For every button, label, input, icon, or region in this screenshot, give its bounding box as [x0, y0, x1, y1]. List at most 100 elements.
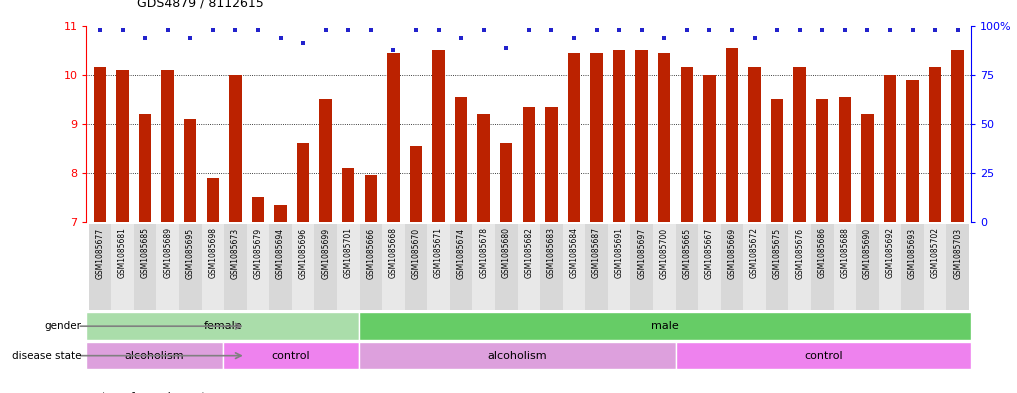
Bar [608, 224, 631, 310]
Point [724, 27, 740, 33]
Bar [788, 224, 811, 310]
Text: GSM1085678: GSM1085678 [479, 228, 488, 279]
Bar [703, 75, 716, 222]
Point [904, 27, 920, 33]
Bar [450, 224, 473, 310]
Bar [947, 224, 969, 310]
Bar [473, 224, 495, 310]
Text: GSM1085670: GSM1085670 [412, 228, 420, 279]
Text: GSM1085697: GSM1085697 [638, 228, 646, 279]
Bar [410, 146, 422, 222]
Point [521, 27, 537, 33]
Bar [319, 99, 332, 222]
Bar [297, 143, 309, 222]
Bar [613, 50, 625, 222]
Point [589, 27, 605, 33]
Text: GSM1085684: GSM1085684 [570, 228, 579, 279]
Text: GSM1085701: GSM1085701 [344, 228, 353, 279]
Bar [252, 197, 264, 222]
Bar [342, 168, 355, 222]
Point [769, 27, 785, 33]
Text: GSM1085672: GSM1085672 [751, 228, 759, 279]
Bar [94, 67, 106, 222]
Bar [884, 75, 896, 222]
Bar [856, 224, 879, 310]
Point [137, 35, 154, 41]
Bar [360, 224, 382, 310]
Bar [292, 224, 314, 310]
Bar [766, 224, 788, 310]
Point [634, 27, 650, 33]
Bar [455, 97, 468, 222]
Text: female: female [203, 321, 242, 331]
Bar [518, 224, 540, 310]
Bar [224, 224, 247, 310]
Point [273, 35, 289, 41]
Bar [562, 224, 585, 310]
Bar [139, 114, 152, 222]
Bar [726, 48, 738, 222]
Bar [567, 53, 580, 222]
Text: transformed count: transformed count [103, 391, 206, 393]
Text: GSM1085680: GSM1085680 [501, 228, 511, 279]
Point [250, 27, 266, 33]
Point [791, 27, 807, 33]
Text: GSM1085671: GSM1085671 [434, 228, 443, 279]
Bar [793, 67, 805, 222]
Bar [359, 342, 676, 369]
Text: alcoholism: alcoholism [125, 351, 184, 361]
Point [349, 266, 365, 272]
Bar [134, 224, 157, 310]
Bar [206, 178, 219, 222]
Bar [749, 67, 761, 222]
Bar [88, 224, 111, 310]
Text: GSM1085692: GSM1085692 [886, 228, 895, 279]
Text: GSM1085674: GSM1085674 [457, 228, 466, 279]
Bar [427, 224, 450, 310]
Bar [590, 53, 603, 222]
Text: GSM1085686: GSM1085686 [818, 228, 827, 279]
Text: GSM1085687: GSM1085687 [592, 228, 601, 279]
Text: GSM1085694: GSM1085694 [276, 228, 285, 279]
Point [837, 27, 853, 33]
Point [408, 27, 424, 33]
Bar [771, 99, 783, 222]
Bar [861, 114, 874, 222]
Text: GSM1085703: GSM1085703 [953, 228, 962, 279]
Point [476, 27, 492, 33]
Text: GSM1085688: GSM1085688 [840, 228, 849, 278]
Bar [698, 224, 721, 310]
Bar [432, 50, 444, 222]
Bar [636, 50, 648, 222]
Point [453, 35, 469, 41]
Text: GSM1085673: GSM1085673 [231, 228, 240, 279]
Text: GSM1085693: GSM1085693 [908, 228, 917, 279]
Bar [906, 79, 918, 222]
Bar [387, 53, 400, 222]
Point [115, 27, 131, 33]
Text: gender: gender [45, 321, 81, 331]
Text: GSM1085668: GSM1085668 [388, 228, 398, 279]
Text: GSM1085682: GSM1085682 [525, 228, 533, 278]
Bar [86, 342, 223, 369]
Bar [653, 224, 675, 310]
Text: GSM1085675: GSM1085675 [773, 228, 782, 279]
Point [349, 46, 365, 52]
Bar [495, 224, 518, 310]
Bar [811, 224, 834, 310]
Bar [658, 53, 670, 222]
Point [859, 27, 876, 33]
Bar [680, 67, 693, 222]
Point [926, 27, 943, 33]
Point [182, 35, 198, 41]
Text: GSM1085669: GSM1085669 [727, 228, 736, 279]
Bar [247, 224, 270, 310]
Bar [675, 224, 698, 310]
Bar [523, 107, 535, 222]
Bar [111, 224, 134, 310]
Bar [359, 312, 971, 340]
Bar [275, 205, 287, 222]
Point [611, 27, 627, 33]
Text: disease state: disease state [12, 351, 81, 361]
Text: GSM1085699: GSM1085699 [321, 228, 331, 279]
